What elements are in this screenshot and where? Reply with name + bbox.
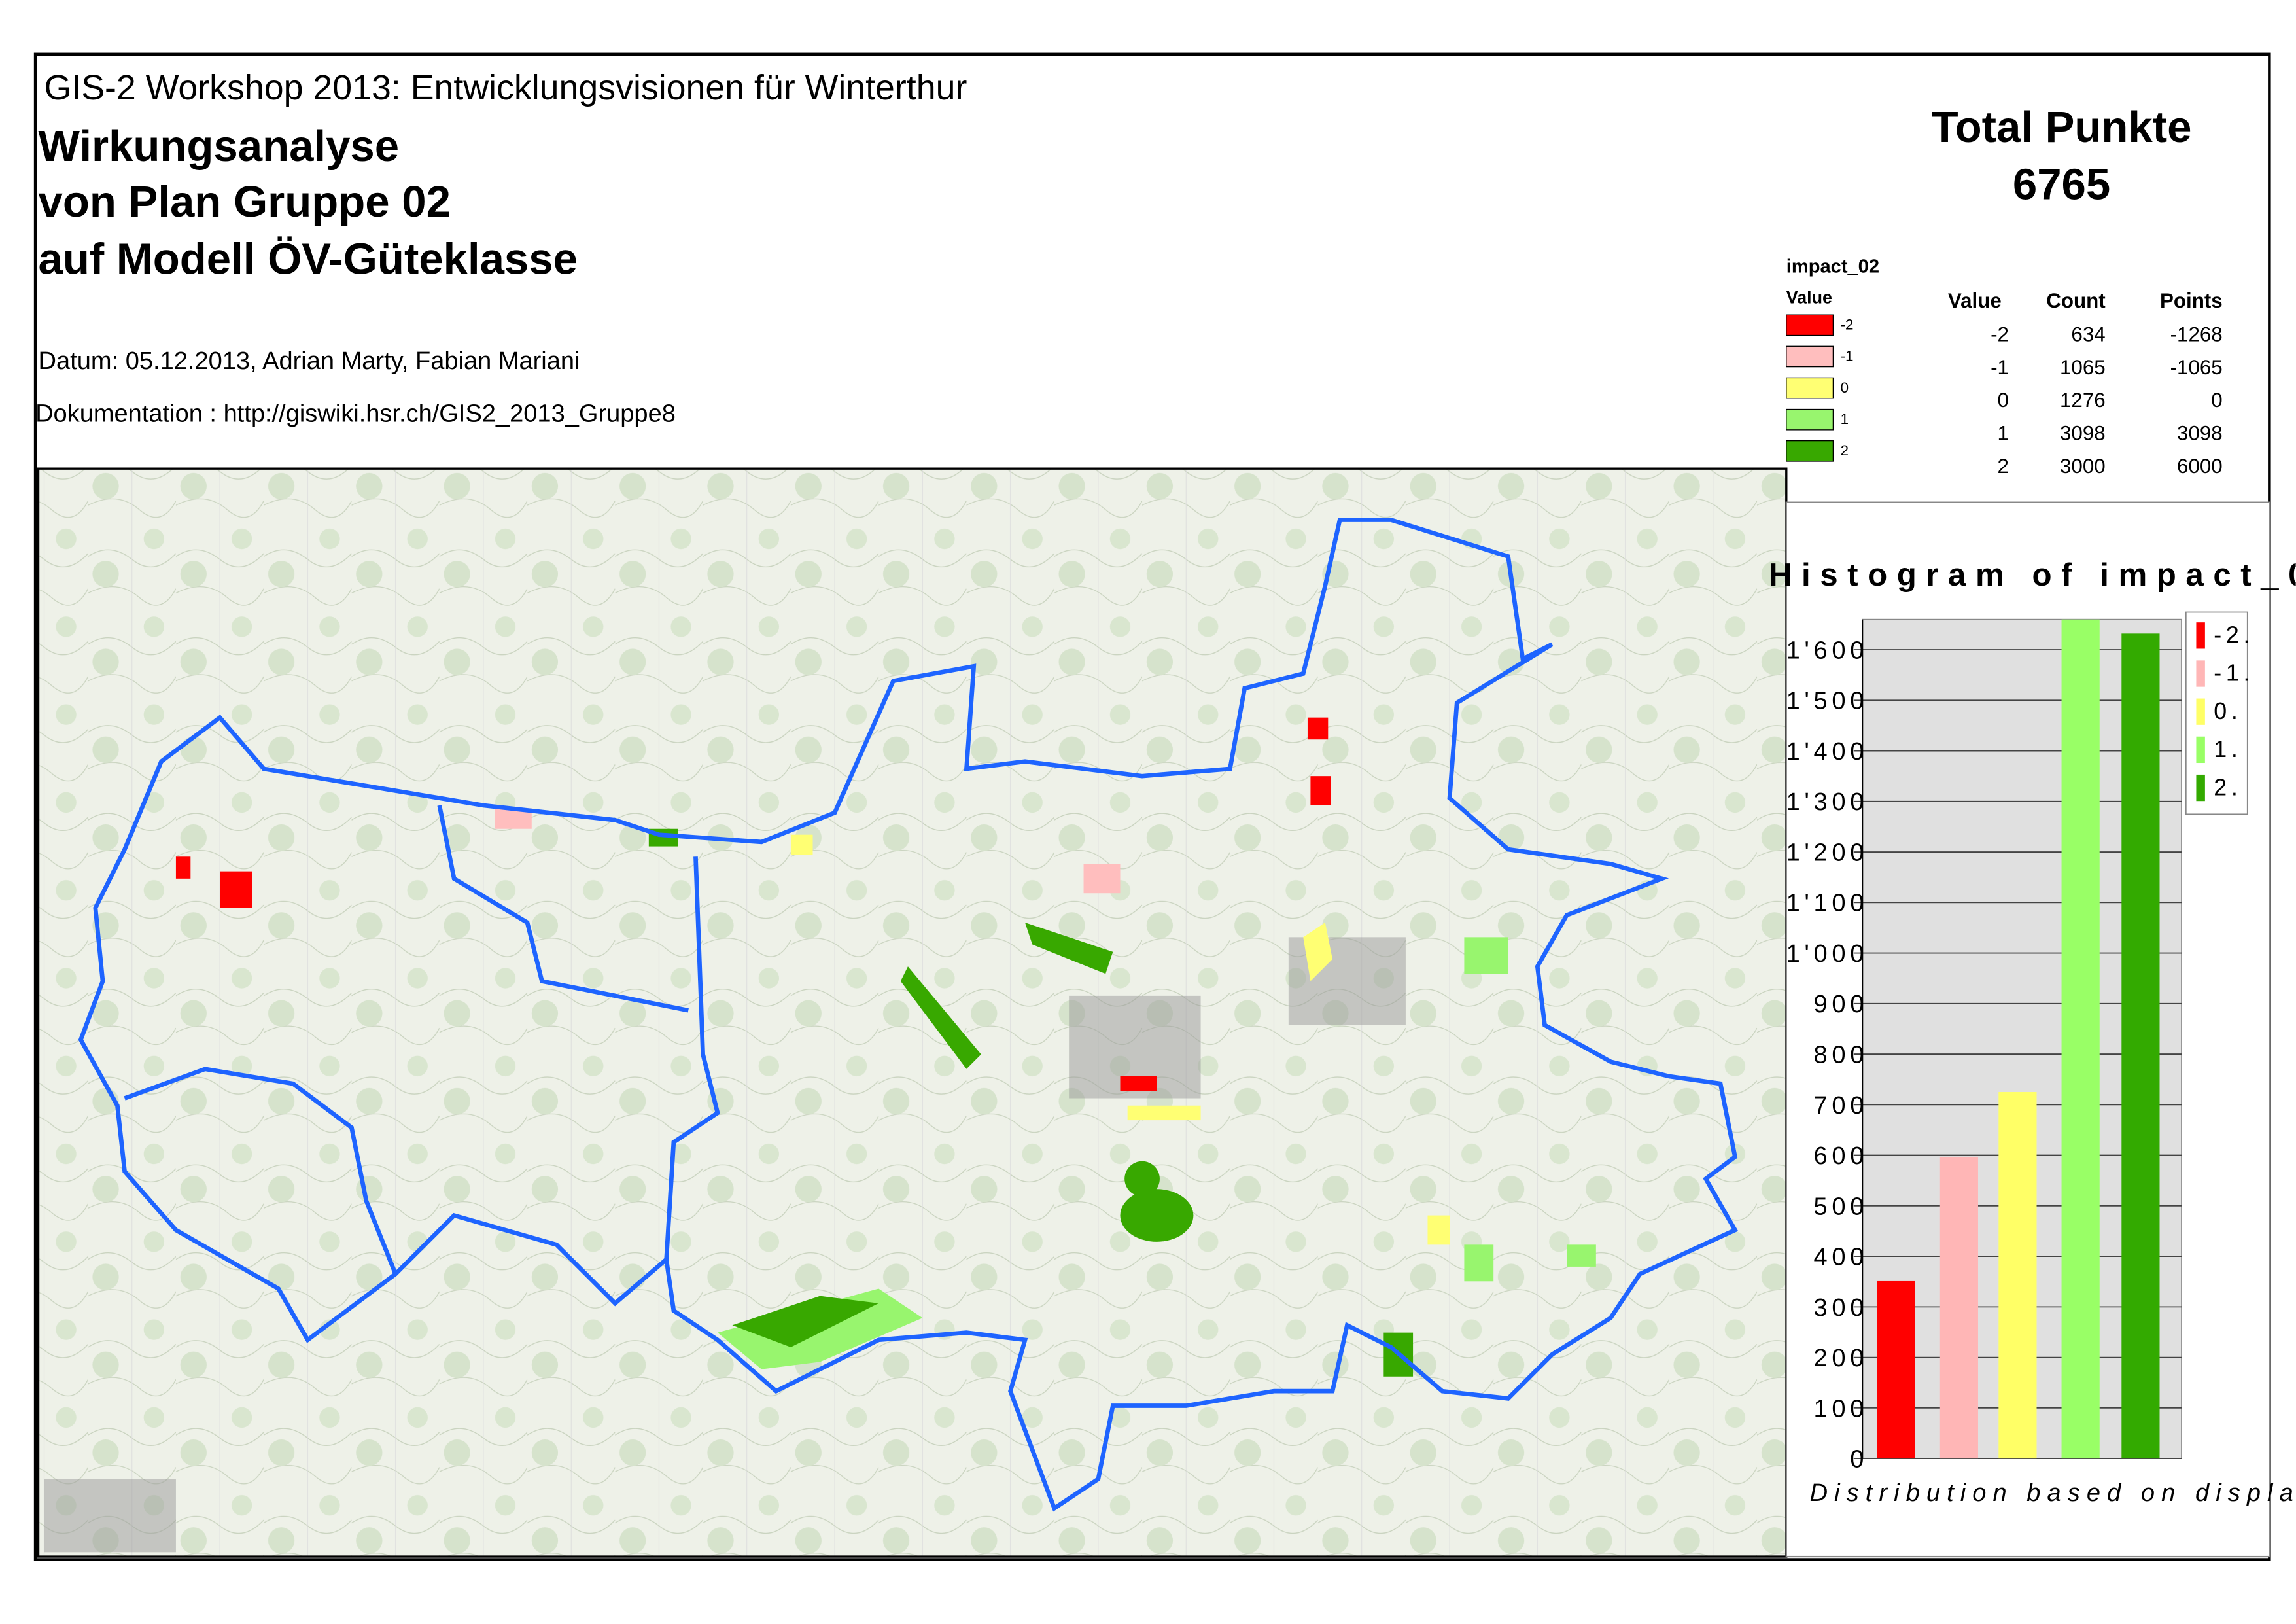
bar xyxy=(2061,619,2100,1459)
table-header: Points xyxy=(2160,289,2223,312)
y-tick-label: 1'000 xyxy=(1786,940,1868,968)
legend-swatch xyxy=(1786,345,1834,368)
table-cell: 1276 xyxy=(2060,389,2106,412)
legend-swatch xyxy=(1786,408,1834,431)
table-header: Value xyxy=(1948,289,2002,312)
chart-legend-label: -2. xyxy=(2214,622,2254,648)
chart-legend-label: 2. xyxy=(2214,774,2242,800)
table-cell: 0 xyxy=(1998,389,2009,412)
legend-label: -1 xyxy=(1841,348,1854,364)
title-line: auf Modell ÖV-Güteklasse xyxy=(39,235,578,284)
table-cell: 634 xyxy=(2071,323,2105,345)
chart-legend-label: -1. xyxy=(2214,660,2254,686)
chart-legend-swatch xyxy=(2196,660,2205,687)
chart-legend-label: 1. xyxy=(2214,736,2242,762)
bar xyxy=(1998,1092,2037,1459)
table-cell: 1065 xyxy=(2060,356,2106,379)
total-value: 6765 xyxy=(2013,160,2110,209)
y-tick-label: 400 xyxy=(1814,1244,1869,1271)
y-tick-label: 500 xyxy=(1814,1193,1869,1220)
y-tick-label: 200 xyxy=(1814,1345,1869,1372)
y-tick-label: 1'100 xyxy=(1786,890,1868,917)
legend-label: 2 xyxy=(1841,442,1849,459)
y-tick-label: 600 xyxy=(1814,1142,1869,1170)
chart-legend-swatch xyxy=(2196,774,2205,802)
chart-legend-swatch xyxy=(2196,736,2205,764)
title-line: von Plan Gruppe 02 xyxy=(39,177,451,226)
legend-title: impact_02 xyxy=(1786,256,1879,277)
y-tick-label: 700 xyxy=(1814,1092,1869,1120)
y-tick-label: 800 xyxy=(1814,1042,1869,1069)
table-cell: -2 xyxy=(1991,323,2009,345)
y-tick-label: 1'300 xyxy=(1786,788,1868,816)
chart-title: Histogram of impact_02: Fie xyxy=(1769,557,2296,593)
y-tick-label: 1'400 xyxy=(1786,738,1868,766)
y-tick-label: 1'600 xyxy=(1786,637,1868,664)
legend-swatch xyxy=(1786,314,1834,336)
map xyxy=(37,467,1788,1558)
table-cell: -1065 xyxy=(2170,356,2223,379)
map-features xyxy=(44,518,1739,1553)
chart-footer: Distribution based on display resolu xyxy=(1810,1479,2296,1507)
date: Datum: 05.12.2013, Adrian Marty, Fabian … xyxy=(39,347,580,375)
title-line: Wirkungsanalyse xyxy=(39,122,400,171)
legend-label: 1 xyxy=(1841,411,1849,427)
chart-legend-swatch xyxy=(2196,622,2205,649)
table-cell: 0 xyxy=(2211,389,2222,412)
table-cell: 1 xyxy=(1998,422,2009,445)
y-tick-label: 300 xyxy=(1814,1294,1869,1322)
bar xyxy=(1939,1156,1978,1459)
chart-legend-label: 0. xyxy=(2214,698,2242,724)
y-tick-label: 900 xyxy=(1814,991,1869,1018)
y-tick-label: 100 xyxy=(1814,1395,1869,1422)
y-tick-label: 0 xyxy=(1850,1446,1868,1474)
table-cell: 2 xyxy=(1998,455,2009,478)
y-tick-label: 1'200 xyxy=(1786,839,1868,866)
table-cell: 3000 xyxy=(2060,455,2106,478)
legend-swatch xyxy=(1786,377,1834,399)
legend-label: 0 xyxy=(1841,380,1849,396)
bar xyxy=(2121,633,2160,1459)
table-cell: 3098 xyxy=(2060,422,2106,445)
chart-legend-swatch xyxy=(2196,698,2205,725)
table-header: Count xyxy=(2046,289,2106,312)
subtitle: GIS-2 Workshop 2013: Entwicklungsvisione… xyxy=(44,68,967,107)
table-cell: 6000 xyxy=(2177,455,2223,478)
y-tick-label: 1'500 xyxy=(1786,688,1868,715)
table-cell: -1 xyxy=(1991,356,2009,379)
total-label: Total Punkte xyxy=(1932,103,2192,152)
bar xyxy=(1877,1280,1915,1459)
legend-swatch xyxy=(1786,440,1834,462)
legend-subtitle: Value xyxy=(1786,287,1832,307)
table-cell: -1268 xyxy=(2170,323,2223,345)
documentation: Dokumentation : http://giswiki.hsr.ch/GI… xyxy=(35,400,676,428)
table-cell: 3098 xyxy=(2177,422,2223,445)
legend-label: -2 xyxy=(1841,317,1854,333)
